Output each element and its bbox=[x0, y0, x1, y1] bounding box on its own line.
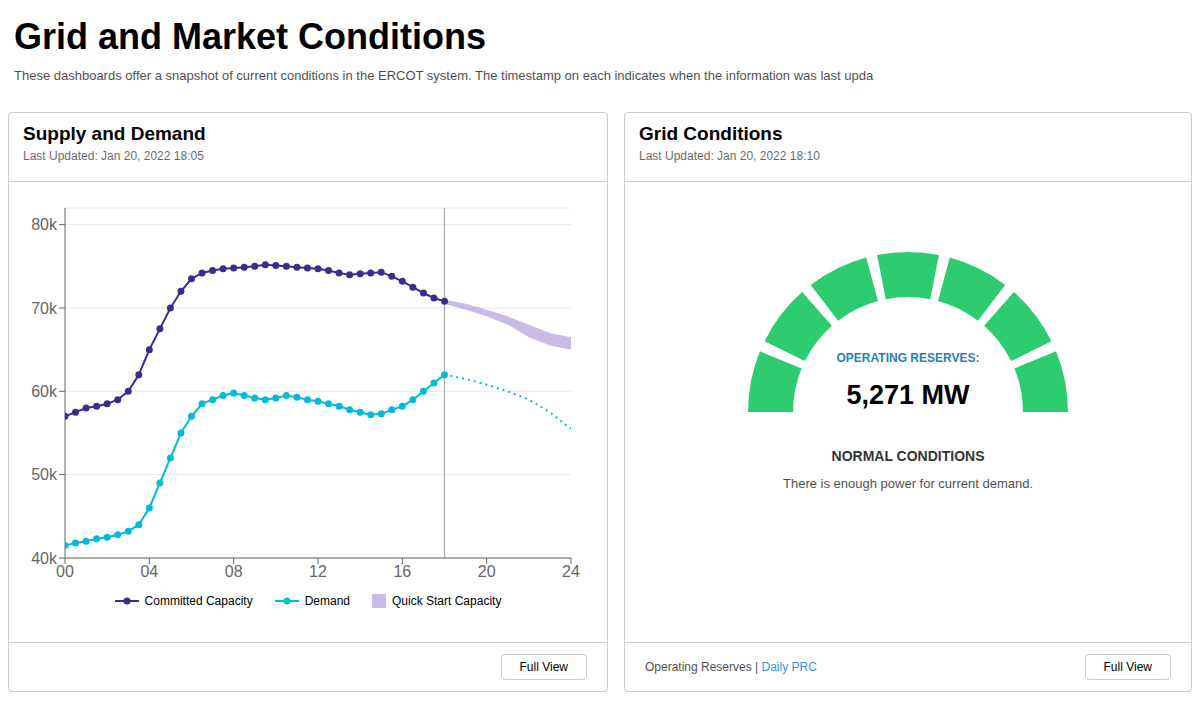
svg-text:12: 12 bbox=[309, 563, 327, 580]
svg-text:16: 16 bbox=[393, 563, 411, 580]
html-text:Operating Reserves | Daily PRC: Operating Reserves | Daily PRC bbox=[645, 660, 817, 674]
html-text:Last Updated: Jan 20, 2022 18:: Last Updated: Jan 20, 2022 18:05 bbox=[23, 149, 204, 163]
html-text:Supply and Demand: Supply and Demand bbox=[23, 123, 206, 144]
svg-text:70k: 70k bbox=[31, 300, 58, 317]
svg-text:00: 00 bbox=[56, 563, 74, 580]
svg-text:5,271 MW: 5,271 MW bbox=[846, 380, 970, 410]
html-text:Demand: Demand bbox=[304, 594, 350, 608]
html-text:Last Updated: Jan 20, 2022 18:: Last Updated: Jan 20, 2022 18:10 bbox=[639, 149, 820, 163]
html-text:Full View: Full View bbox=[519, 660, 568, 674]
html-text:Grid and Market Conditions: Grid and Market Conditions bbox=[14, 16, 486, 57]
html-text:There is enough power for curr: There is enough power for current demand… bbox=[783, 476, 1033, 491]
html-text:These dashboards offer a snaps: These dashboards offer a snapshot of cur… bbox=[14, 68, 874, 83]
html-text:Grid Conditions: Grid Conditions bbox=[639, 123, 783, 144]
html-text:Committed Capacity: Committed Capacity bbox=[144, 594, 253, 608]
svg-text:24: 24 bbox=[562, 563, 580, 580]
html-text:NORMAL CONDITIONS: NORMAL CONDITIONS bbox=[831, 448, 985, 464]
svg-text:OPERATING RESERVES:: OPERATING RESERVES: bbox=[837, 351, 980, 365]
html-text:Full View: Full View bbox=[1103, 660, 1152, 674]
svg-text:08: 08 bbox=[225, 563, 243, 580]
svg-text:80k: 80k bbox=[31, 216, 58, 233]
svg-text:04: 04 bbox=[140, 563, 158, 580]
svg-text:60k: 60k bbox=[31, 383, 58, 400]
svg-text:40k: 40k bbox=[31, 550, 58, 567]
html-text:Quick Start Capacity: Quick Start Capacity bbox=[392, 594, 502, 608]
svg-text:50k: 50k bbox=[31, 466, 58, 483]
svg-text:20: 20 bbox=[478, 563, 496, 580]
